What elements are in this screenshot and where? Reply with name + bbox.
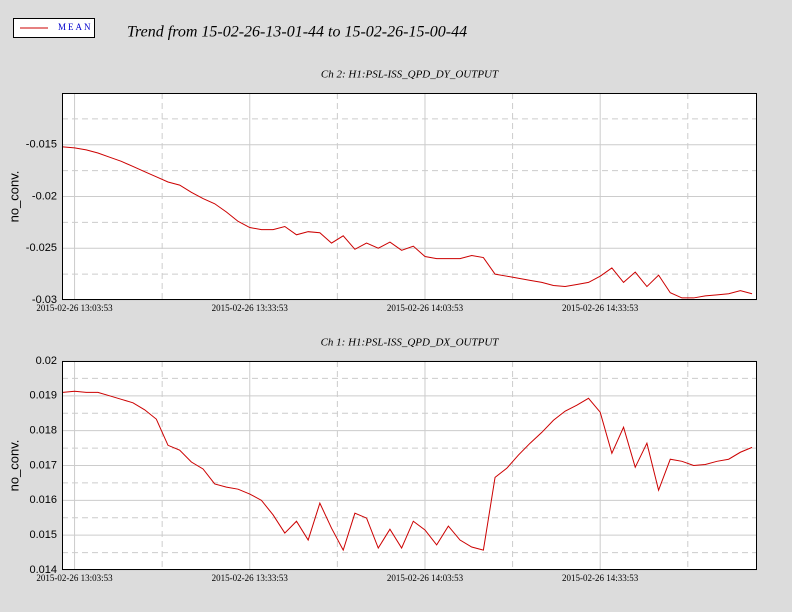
x-tick-label: 2015-02-26 13:33:53 [212, 303, 289, 313]
y-tick-label: 0.02 [36, 355, 57, 367]
x-tick-label: 2015-02-26 14:03:53 [387, 303, 464, 313]
x-tick-label: 2015-02-26 14:33:53 [562, 303, 639, 313]
data-line [62, 146, 753, 299]
plot-border [62, 93, 757, 300]
x-tick-label: 2015-02-26 13:03:53 [36, 303, 113, 313]
data-line [62, 390, 753, 552]
x-tick-label: 2015-02-26 14:33:53 [562, 573, 639, 583]
y-tick-label: -0.02 [32, 190, 57, 202]
y-tick-label: 0.017 [29, 459, 57, 471]
y-axis-label: no_conv. [6, 171, 21, 223]
legend-box [13, 18, 95, 38]
legend: MEAN [13, 18, 95, 38]
y-tick-label: -0.03 [32, 294, 57, 306]
y-tick-label: 0.014 [29, 564, 57, 576]
x-tick-label: 2015-02-26 13:33:53 [212, 573, 289, 583]
chart-title: Ch 1: H1:PSL-ISS_QPD_DX_OUTPUT [321, 337, 500, 349]
chart-title: Ch 2: H1:PSL-ISS_QPD_DY_OUTPUT [321, 69, 499, 81]
y-tick-label: -0.015 [26, 139, 57, 151]
y-axis-label: no_conv. [6, 440, 21, 492]
y-tick-label: 0.015 [29, 529, 57, 541]
x-tick-label: 2015-02-26 14:03:53 [387, 573, 464, 583]
legend-label: MEAN [58, 22, 93, 32]
y-tick-label: 0.016 [29, 494, 57, 506]
page-title: Trend from 15-02-26-13-01-44 to 15-02-26… [127, 24, 467, 41]
x-tick-label: 2015-02-26 13:03:53 [36, 573, 113, 583]
y-tick-label: 0.019 [29, 390, 57, 402]
y-tick-label: 0.018 [29, 425, 57, 437]
plot-border [62, 361, 757, 570]
y-tick-label: -0.025 [26, 242, 57, 254]
